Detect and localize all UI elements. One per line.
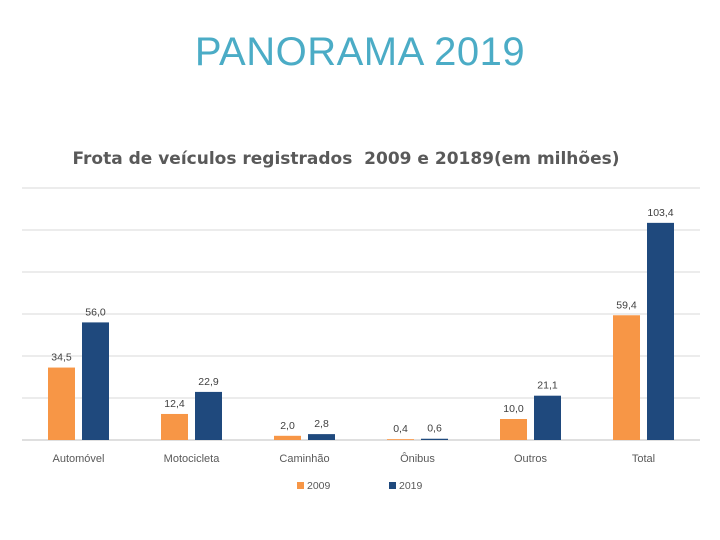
category-label: Outros — [514, 453, 548, 465]
data-label: 0,6 — [427, 423, 442, 435]
bar-2019 — [534, 395, 561, 440]
legend-label: 2009 — [307, 480, 331, 492]
data-label: 56,0 — [85, 306, 106, 318]
category-label: Automóvel — [53, 453, 105, 465]
legend-swatch-2009 — [297, 482, 304, 489]
legend-swatch-2019 — [389, 482, 396, 489]
bar-2009 — [274, 435, 301, 440]
bar-2019 — [82, 322, 109, 440]
data-label: 103,4 — [647, 207, 673, 219]
bar-2009 — [161, 413, 188, 440]
category-label: Motocicleta — [164, 453, 221, 465]
data-label: 10,0 — [503, 403, 524, 415]
gridlines — [22, 187, 700, 441]
chart-title: Frota de veículos registrados 2009 e 201… — [72, 149, 619, 169]
data-label: 0,4 — [393, 423, 408, 435]
legend: 2009 2019 — [297, 480, 423, 492]
data-label: 59,4 — [616, 299, 637, 311]
bars — [48, 222, 674, 440]
bar-2019 — [421, 438, 448, 440]
category-label: Ônibus — [400, 452, 435, 465]
bar-2009 — [500, 419, 527, 440]
data-label: 22,9 — [198, 376, 219, 388]
data-label: 2,0 — [280, 420, 295, 432]
bar-2009 — [387, 439, 414, 440]
value-labels: 34,5 56,0 12,4 22,9 2,0 2,8 0,4 0,6 10,0 21,1 59,4… — [51, 207, 674, 435]
data-label: 34,5 — [51, 352, 72, 364]
bar-2009 — [48, 367, 75, 440]
bar-2019 — [308, 434, 335, 440]
category-label: Caminhão — [279, 453, 329, 465]
bar-2019 — [195, 391, 222, 440]
bar-2009 — [613, 315, 640, 440]
slide-title: PANORAMA 2019 — [194, 30, 526, 74]
legend-label: 2019 — [399, 480, 423, 492]
category-label: Total — [632, 453, 655, 465]
category-labels: Automóvel Motocicleta Caminhão Ônibus Outros… — [53, 452, 656, 465]
data-label: 21,1 — [537, 380, 558, 392]
bar-2019 — [647, 222, 674, 440]
data-label: 2,8 — [314, 418, 329, 430]
data-label: 12,4 — [164, 398, 185, 410]
